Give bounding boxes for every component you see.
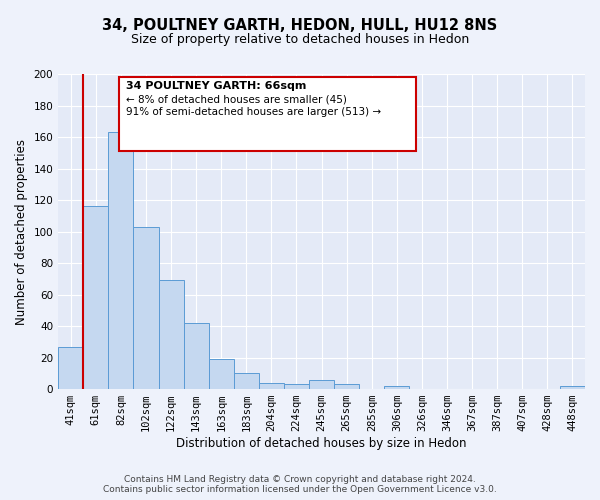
Bar (560, 386, 585, 389)
Bar (284, 384, 309, 389)
Bar (184, 323, 209, 389)
X-axis label: Distribution of detached houses by size in Hedon: Distribution of detached houses by size … (176, 437, 467, 450)
Bar (58, 346, 83, 389)
Bar (133, 227, 158, 389)
Text: Contains public sector information licensed under the Open Government Licence v3: Contains public sector information licen… (103, 485, 497, 494)
Text: Contains HM Land Registry data © Crown copyright and database right 2024.: Contains HM Land Registry data © Crown c… (124, 475, 476, 484)
Text: Size of property relative to detached houses in Hedon: Size of property relative to detached ho… (131, 32, 469, 46)
Bar (309, 380, 334, 389)
Bar (334, 384, 359, 389)
Text: ← 8% of detached houses are smaller (45): ← 8% of detached houses are smaller (45) (125, 94, 346, 104)
Bar (234, 374, 259, 389)
Text: 34, POULTNEY GARTH, HEDON, HULL, HU12 8NS: 34, POULTNEY GARTH, HEDON, HULL, HU12 8N… (103, 18, 497, 32)
FancyBboxPatch shape (119, 77, 416, 151)
Bar (259, 383, 284, 389)
Bar (109, 132, 133, 389)
Bar (209, 359, 234, 389)
Text: 91% of semi-detached houses are larger (513) →: 91% of semi-detached houses are larger (… (125, 107, 381, 117)
Text: 34 POULTNEY GARTH: 66sqm: 34 POULTNEY GARTH: 66sqm (125, 81, 306, 91)
Bar (83, 206, 109, 389)
Bar (158, 280, 184, 389)
Bar (385, 386, 409, 389)
Y-axis label: Number of detached properties: Number of detached properties (15, 138, 28, 324)
